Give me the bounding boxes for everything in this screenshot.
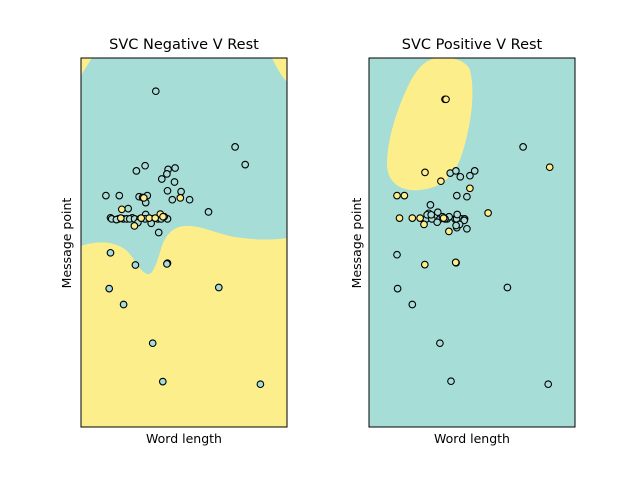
scatter-point-series-1 <box>400 191 409 200</box>
scatter-point-series-1 <box>176 194 185 202</box>
scatter-point-series-0 <box>131 261 140 269</box>
scatter-point-series-0 <box>433 218 442 227</box>
region-class-top-right <box>272 58 287 82</box>
scatter-point-series-0 <box>214 283 223 292</box>
scatter-point-series-1 <box>420 220 428 229</box>
scatter-point-series-0 <box>463 224 471 233</box>
region-class-bottom <box>81 225 287 427</box>
scatter-points <box>102 87 265 389</box>
axes-frame <box>368 57 576 428</box>
scatter-point-series-1 <box>139 194 148 202</box>
scatter-point-series-0 <box>163 170 171 178</box>
scatter-point-series-1 <box>395 214 404 222</box>
chart-title: SVC Negative V Rest <box>109 37 259 53</box>
scatter-point-series-0 <box>185 195 194 204</box>
scatter-point-series-0 <box>151 87 160 96</box>
scatter-point-series-0 <box>544 380 553 389</box>
scatter-point-series-0 <box>452 167 460 175</box>
scatter-point-series-0 <box>141 161 149 170</box>
scatter-point-series-0 <box>119 300 128 309</box>
scatter-point-series-0 <box>463 192 471 201</box>
scatter-point-series-0 <box>154 228 163 237</box>
scatter-point-series-0 <box>148 339 157 348</box>
scatter-point-series-1 <box>466 184 474 193</box>
subplot-negative: SVC Negative V Rest Word length Message … <box>59 37 288 446</box>
scatter-point-series-0 <box>452 191 461 200</box>
y-axis-label: Message point <box>59 198 74 289</box>
scatter-point-series-1 <box>442 95 450 104</box>
scatter-point-series-0 <box>204 208 213 216</box>
scatter-point-series-1 <box>421 168 429 177</box>
scatter-point-series-0 <box>163 260 171 268</box>
chart-title: SVC Positive V Rest <box>402 37 543 53</box>
scatter-point-series-0 <box>519 143 527 151</box>
scatter-point-series-1 <box>408 214 417 222</box>
scatter-point-series-1 <box>116 214 125 222</box>
y-axis-label: Message point <box>349 198 364 289</box>
scatter-point-series-0 <box>158 377 167 386</box>
scatter-point-series-0 <box>106 248 115 257</box>
scatter-point-series-0 <box>124 204 133 213</box>
scatter-point-series-1 <box>439 214 448 222</box>
scatter-point-series-0 <box>168 195 177 204</box>
scatter-point-series-0 <box>433 208 442 217</box>
scatter-point-series-1 <box>130 222 139 230</box>
scatter-point-series-1 <box>545 163 554 172</box>
scatter-point-series-0 <box>427 210 436 219</box>
scatter-point-series-0 <box>102 191 110 200</box>
scatter-point-series-1 <box>451 258 460 267</box>
scatter-point-series-0 <box>231 143 239 151</box>
scatter-point-series-0 <box>436 339 444 348</box>
scatter-point-series-1 <box>151 214 160 222</box>
scatter-point-series-0 <box>470 167 479 175</box>
scatter-point-series-0 <box>426 201 435 209</box>
scatter-point-series-0 <box>466 171 474 180</box>
scatter-point-series-1 <box>437 177 445 186</box>
scatter-point-series-0 <box>171 164 179 172</box>
scatter-point-series-0 <box>241 160 250 169</box>
scatter-point-series-0 <box>456 172 465 181</box>
scatter-point-series-0 <box>177 187 185 196</box>
scatter-point-series-0 <box>163 186 172 195</box>
scatter-points <box>393 95 554 389</box>
scatter-point-series-0 <box>170 178 179 186</box>
scatter-point-series-1 <box>159 212 167 221</box>
scatter-point-series-0 <box>447 377 455 386</box>
region-class-top <box>81 58 92 76</box>
subplot-positive: SVC Positive V Rest Word length Message … <box>349 37 576 446</box>
axes-frame <box>80 57 288 428</box>
scatter-point-series-0 <box>453 210 462 219</box>
x-axis-label: Word length <box>434 431 510 446</box>
scatter-point-series-0 <box>115 191 124 200</box>
scatter-point-series-1 <box>484 209 492 217</box>
scatter-point-series-1 <box>416 214 424 222</box>
scatter-point-series-1 <box>393 191 401 200</box>
scatter-point-series-0 <box>452 221 460 230</box>
scatter-point-series-0 <box>105 284 114 293</box>
scatter-point-series-1 <box>420 260 429 269</box>
scatter-point-series-0 <box>132 167 141 175</box>
scatter-point-series-1 <box>117 205 126 214</box>
scatter-point-series-1 <box>137 214 146 222</box>
scatter-point-series-0 <box>157 175 166 183</box>
x-axis-label: Word length <box>146 431 222 446</box>
scatter-point-series-0 <box>503 283 512 292</box>
region-class-ellipse <box>387 58 473 191</box>
scatter-point-series-0 <box>393 250 401 259</box>
scatter-point-series-0 <box>393 284 402 293</box>
scatter-point-series-1 <box>445 227 453 236</box>
scatter-point-series-0 <box>408 300 417 309</box>
scatter-point-series-0 <box>256 380 265 389</box>
